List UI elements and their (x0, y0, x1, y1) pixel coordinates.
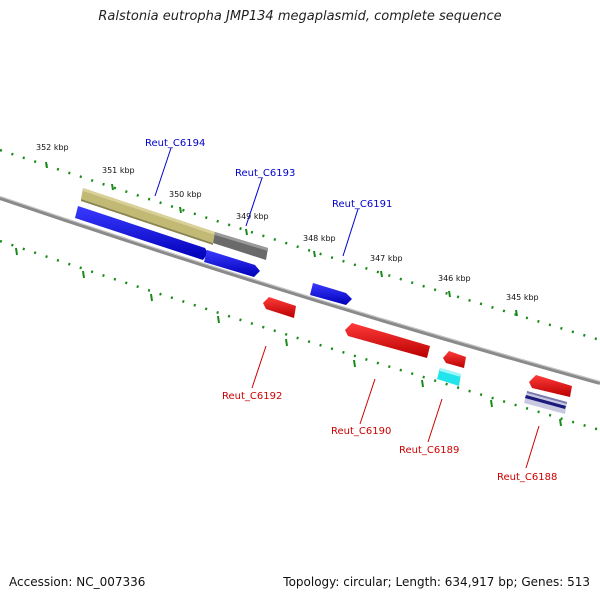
callout-line (342, 208, 359, 257)
tick-label: 351 kbp (102, 166, 135, 175)
tick-label: 350 kbp (169, 190, 202, 199)
tick-mark (313, 250, 316, 258)
gene-Reut_C6193[interactable] (204, 250, 260, 277)
callout-line (245, 177, 263, 227)
tick-mark (515, 309, 518, 317)
tick-mark (15, 247, 18, 256)
tick-mark (490, 399, 493, 408)
callout-line (251, 345, 267, 389)
gray-feature[interactable] (213, 232, 268, 260)
tick-mark (421, 379, 424, 388)
gene-label[interactable]: Reut_C6191 (332, 199, 392, 210)
olive-feature[interactable] (81, 188, 215, 245)
tick-mark (217, 315, 220, 324)
callout-line (427, 398, 443, 443)
map-title: Ralstonia eutropha JMP134 megaplasmid, c… (98, 9, 502, 24)
callout-line (525, 425, 540, 469)
tick-mark (559, 418, 562, 427)
tick-label: 345 kbp (506, 293, 539, 302)
gene-Reut_C6190[interactable] (345, 323, 430, 358)
topology-summary: Topology: circular; Length: 634,917 bp; … (283, 575, 590, 589)
tick-label: 348 kbp (303, 234, 336, 243)
tick-mark (353, 359, 356, 368)
gene-label[interactable]: Reut_C6189 (399, 445, 459, 456)
tick-label: 349 kbp (236, 212, 269, 221)
gene-label[interactable]: Reut_C6192 (222, 391, 282, 402)
gene-label[interactable]: Reut_C6193 (235, 168, 295, 179)
tick-mark (285, 338, 288, 347)
tick-mark (245, 228, 248, 236)
tick-label: 347 kbp (370, 254, 403, 263)
inner-scale (0, 239, 600, 432)
gene-Reut_C6192[interactable] (263, 297, 296, 318)
tick-mark (45, 161, 48, 169)
callout-line (154, 147, 172, 197)
plasmid-backbone (0, 196, 600, 385)
tick-mark (82, 270, 85, 279)
callout-line (359, 378, 376, 425)
tick-mark (111, 183, 114, 191)
cyan-feature[interactable] (437, 368, 461, 386)
tick-label: 346 kbp (438, 274, 471, 283)
tick-mark (150, 293, 153, 302)
outer-scale (0, 148, 600, 342)
tick-mark (380, 270, 383, 278)
tick-mark (179, 206, 182, 214)
tick-label: 352 kbp (36, 143, 69, 152)
accession-text: Accession: NC_007336 (9, 575, 146, 589)
gene-Reut_C6189[interactable] (443, 351, 466, 368)
gene-Reut_C6191[interactable] (310, 283, 352, 305)
gene-label[interactable]: Reut_C6188 (497, 472, 557, 483)
navy-feature[interactable] (524, 391, 567, 414)
gene-Reut_C6194[interactable] (75, 206, 208, 260)
gene-label[interactable]: Reut_C6190 (331, 426, 391, 437)
gene-Reut_C6188[interactable] (529, 375, 572, 397)
gene-label[interactable]: Reut_C6194 (145, 138, 205, 149)
tick-mark (448, 290, 451, 298)
